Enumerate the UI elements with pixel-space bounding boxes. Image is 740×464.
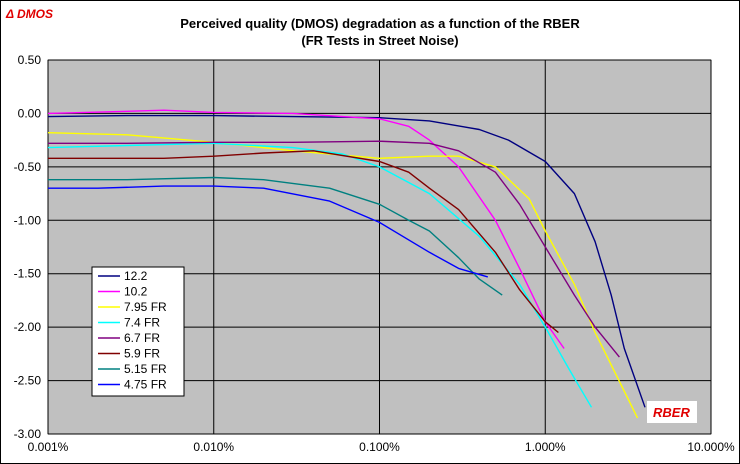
x-tick-label: 1.000% (525, 440, 566, 454)
legend-label: 6.7 FR (124, 331, 160, 345)
series-line-7 (48, 176, 503, 296)
chart-subtitle: (FR Tests in Street Noise) (301, 33, 458, 48)
x-tick-labels: 0.001% 0.010% 0.100% 1.000% 10.000% (28, 440, 735, 454)
series-line-2 (47, 109, 565, 349)
legend-label: 7.4 FR (124, 316, 160, 330)
x-axis-label: RBER (653, 405, 690, 420)
y-tick-label: -0.50 (14, 160, 42, 174)
series-line-4 (47, 142, 593, 408)
legend: 12.2 10.27.95 FR 7.4 FR6.7 FR 5.9 FR5.15 FR… (91, 266, 185, 397)
x-tick-label: 0.001% (28, 440, 69, 454)
y-tick-label: -1.00 (14, 213, 42, 227)
series-line-8 (48, 185, 488, 278)
x-tick-label: 0.010% (193, 440, 234, 454)
y-tick-label: -1.50 (14, 267, 42, 281)
series-lines (47, 109, 646, 419)
y-tick-label: 0.00 (18, 106, 42, 120)
series-line-5 (48, 140, 620, 358)
chart-title: Perceived quality (DMOS) degradation as … (180, 16, 580, 31)
y-tick-label: -2.00 (14, 320, 42, 334)
legend-box (91, 266, 185, 397)
y-tick-labels: 0.50 0.00 -0.50 -1.00 -1.50 -2.00 -2.50 -3.00 (14, 53, 42, 441)
x-tick-label: 0.100% (359, 440, 400, 454)
legend-label: 12.2 (124, 269, 148, 283)
legend-label: 7.95 FR (124, 300, 167, 314)
x-axis-label-bg (647, 401, 697, 423)
y-tick-label: -2.50 (14, 374, 42, 388)
legend-label: 4.75 FR (124, 378, 167, 392)
legend-label: 10.2 (124, 285, 148, 299)
y-tick-label: 0.50 (18, 53, 42, 67)
x-tick-label: 10.000% (687, 440, 735, 454)
legend-label: 5.15 FR (124, 362, 167, 376)
legend-label: 5.9 FR (124, 347, 160, 361)
series-line-6 (48, 150, 559, 334)
series-line-1 (47, 114, 646, 408)
y-tick-label: -3.00 (14, 427, 42, 441)
y-axis-label: Δ DMOS (5, 7, 53, 21)
